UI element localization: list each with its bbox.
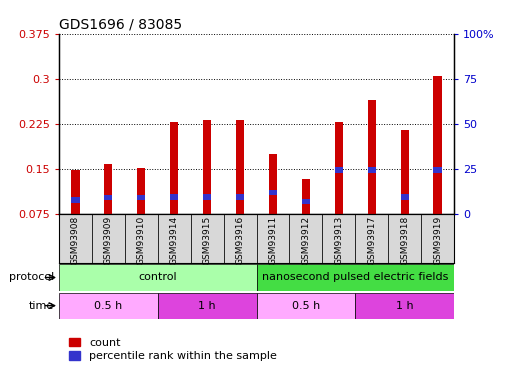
Bar <box>236 194 244 200</box>
Bar <box>334 167 343 172</box>
Bar <box>158 292 256 319</box>
Text: 0.5 h: 0.5 h <box>94 301 123 310</box>
Bar <box>104 164 112 214</box>
Text: nanosecond pulsed electric fields: nanosecond pulsed electric fields <box>262 273 448 282</box>
Bar <box>355 292 454 319</box>
Bar <box>421 214 454 262</box>
Text: GSM93916: GSM93916 <box>235 216 245 266</box>
Bar <box>224 214 256 262</box>
Bar <box>401 130 409 214</box>
Bar <box>191 214 224 262</box>
Text: protocol: protocol <box>9 273 54 282</box>
Bar <box>256 292 355 319</box>
Text: 0.5 h: 0.5 h <box>292 301 320 310</box>
Legend: count, percentile rank within the sample: count, percentile rank within the sample <box>65 333 281 366</box>
Text: time: time <box>29 301 54 310</box>
Bar <box>322 214 355 262</box>
Bar <box>59 214 92 262</box>
Text: GSM93915: GSM93915 <box>203 216 212 266</box>
Bar <box>236 120 244 214</box>
Text: GSM93919: GSM93919 <box>433 216 442 266</box>
Bar <box>59 264 256 291</box>
Text: GSM93912: GSM93912 <box>301 216 310 266</box>
Text: GSM93918: GSM93918 <box>400 216 409 266</box>
Bar <box>334 122 343 214</box>
Text: GSM93913: GSM93913 <box>334 216 343 266</box>
Text: GSM93911: GSM93911 <box>268 216 278 266</box>
Bar <box>368 100 376 214</box>
Bar <box>203 194 211 200</box>
Bar <box>125 214 158 262</box>
Text: 1 h: 1 h <box>199 301 216 310</box>
Text: GSM93914: GSM93914 <box>170 216 179 266</box>
Bar <box>355 214 388 262</box>
Bar <box>368 167 376 172</box>
Text: 1 h: 1 h <box>396 301 413 310</box>
Bar <box>158 214 191 262</box>
Bar <box>92 214 125 262</box>
Bar <box>388 214 421 262</box>
Bar <box>203 120 211 214</box>
Bar <box>256 214 289 262</box>
Bar <box>71 170 80 214</box>
Bar <box>269 154 277 214</box>
Bar <box>71 197 80 202</box>
Text: GSM93910: GSM93910 <box>137 216 146 266</box>
Bar <box>137 195 145 200</box>
Bar <box>269 190 277 195</box>
Bar <box>170 122 179 214</box>
Bar <box>137 168 145 214</box>
Bar <box>302 179 310 214</box>
Text: control: control <box>139 273 177 282</box>
Text: GDS1696 / 83085: GDS1696 / 83085 <box>59 17 182 31</box>
Text: GSM93908: GSM93908 <box>71 216 80 266</box>
Bar <box>104 195 112 200</box>
Bar <box>401 194 409 200</box>
Text: GSM93909: GSM93909 <box>104 216 113 266</box>
Bar <box>59 292 158 319</box>
Bar <box>302 199 310 204</box>
Text: GSM93917: GSM93917 <box>367 216 376 266</box>
Bar <box>170 194 179 200</box>
Bar <box>433 76 442 214</box>
Bar <box>433 167 442 172</box>
Bar <box>289 214 322 262</box>
Bar <box>256 264 454 291</box>
